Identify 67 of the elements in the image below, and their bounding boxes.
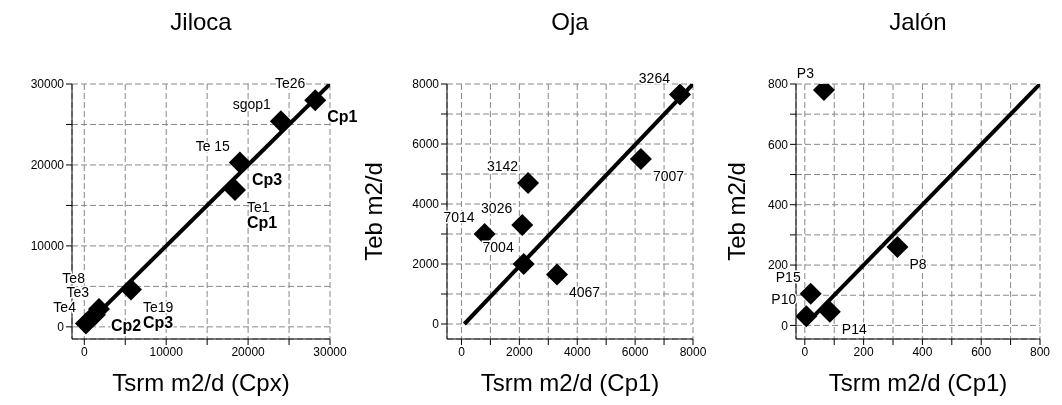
point: [799, 282, 822, 305]
y-tick-label: 400: [767, 197, 789, 212]
annotation: 4067: [568, 283, 601, 300]
point: [517, 172, 540, 194]
x-tick-label: 200: [853, 344, 874, 359]
x-tick-label: 30000: [313, 344, 348, 359]
annotation: Te 15: [195, 137, 231, 154]
annotation: 3026: [481, 200, 513, 216]
annotation: sgop1: [232, 96, 272, 113]
annotation: Cp1: [327, 108, 358, 126]
annotation: Cp3: [142, 313, 174, 331]
point: [511, 214, 534, 236]
x-tick-label: 4000: [563, 344, 591, 359]
x-tick-label: 10000: [149, 344, 184, 359]
y-tick-label: 4000: [412, 197, 440, 212]
annotation: 7014: [443, 209, 475, 225]
y-tick-label: 8000: [412, 77, 440, 92]
chart-title: Oja: [550, 8, 590, 36]
annotation: 7004: [482, 239, 514, 255]
chart-title: Jalón: [888, 8, 948, 36]
x-axis-title: Tsrm m2/d (Cp1): [828, 369, 1008, 396]
x-tick-label: 800: [1029, 344, 1051, 359]
chart-title: Jiloca: [169, 8, 233, 36]
x-tick-label: 20000: [231, 344, 266, 359]
annotation: Te4: [53, 298, 77, 315]
annotation: P14: [841, 320, 867, 337]
point: [545, 263, 568, 286]
y-tick-label: 20000: [30, 158, 65, 173]
annotation: P8: [909, 255, 927, 272]
annotation: Cp2: [111, 317, 142, 335]
annotation: Te19: [142, 298, 174, 315]
x-tick-label: 6000: [621, 344, 649, 359]
x-tick-label: 600: [971, 344, 992, 359]
x-axis-title: Tsrm m2/d (Cp1): [480, 369, 660, 396]
annotation: P3: [796, 65, 815, 82]
annotation: Cp1: [246, 214, 278, 232]
annotation: Cp3: [251, 170, 283, 188]
x-tick-label: 400: [912, 344, 933, 359]
x-tick-label: 0: [458, 344, 466, 359]
annotation: 7007: [652, 168, 685, 184]
annotation: Te8: [62, 269, 86, 286]
y-axis-title: Teb m2/d: [722, 162, 750, 261]
annotation: 3264: [638, 69, 671, 86]
x-tick-label: 2000: [506, 344, 534, 359]
y-tick-label: 0: [432, 317, 440, 332]
annotation: Te3: [66, 284, 90, 301]
point: [818, 300, 841, 323]
y-tick-label: 2000: [412, 257, 440, 272]
point: [886, 235, 909, 258]
y-tick-label: 0: [781, 318, 789, 333]
y-axis-title: Teb m2/d: [359, 162, 387, 261]
point: [629, 148, 652, 170]
y-tick-label: 800: [767, 77, 789, 92]
x-tick-label: 0: [801, 344, 809, 359]
annotation: 3142: [486, 158, 519, 174]
y-tick-label: 6000: [412, 137, 440, 152]
y-tick-label: 600: [767, 137, 789, 152]
x-tick-label: 8000: [679, 344, 707, 359]
y-tick-label: 0: [57, 320, 65, 335]
point: [223, 179, 246, 202]
y-tick-label: 10000: [30, 239, 65, 254]
x-tick-label: 0: [80, 344, 88, 359]
y-tick-label: 30000: [30, 77, 65, 92]
annotation: Te1: [246, 199, 270, 216]
annotation: P10: [771, 291, 797, 308]
x-axis-title: Tsrm m2/d (Cpx): [112, 369, 290, 396]
annotation: Te26: [274, 75, 306, 92]
